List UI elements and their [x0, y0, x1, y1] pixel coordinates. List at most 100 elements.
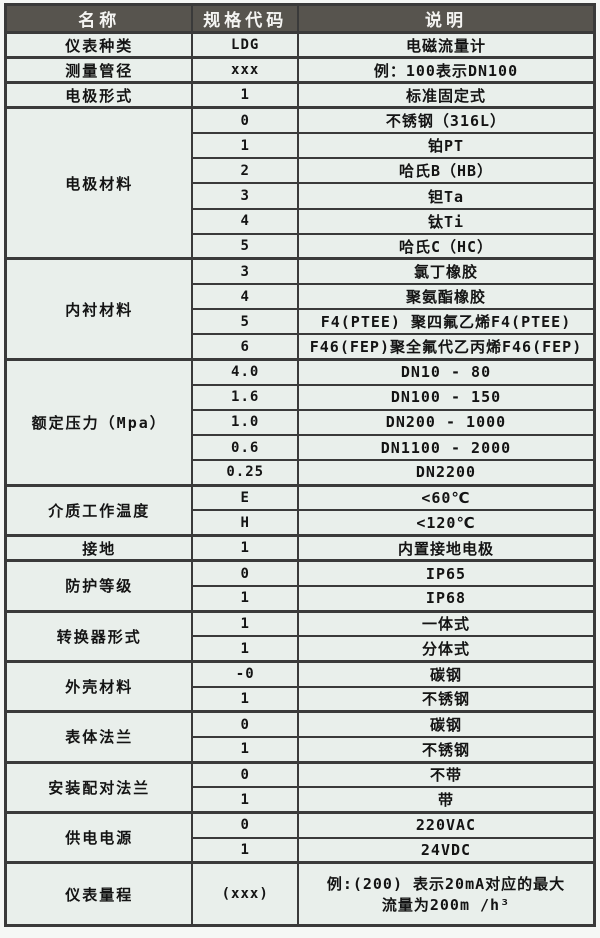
code-cell: LDG [191, 30, 299, 59]
table-row: 4 聚氨酯橡胶 [6, 283, 596, 311]
table-row: 表体法兰 0 碳钢 [4, 710, 596, 764]
code-cell: 1 [191, 534, 299, 562]
table-row: 1.0 DN200 - 1000 [6, 408, 596, 437]
desc-cell: 220VAC [296, 810, 596, 839]
table-row: 测量管径 xxx 例：100表示DN100 [4, 56, 596, 84]
group-name-cell: 转换器形式 [4, 609, 194, 663]
table-row: 外壳材料 -0 碳钢 [4, 659, 596, 713]
code-cell: 2 [191, 157, 299, 185]
code-cell: 1 [191, 584, 299, 613]
code-cell: 1 [191, 836, 299, 864]
table-row: 4 钛Ti [6, 207, 596, 235]
code-cell: 0.6 [191, 433, 299, 462]
table-row: H <120℃ [6, 509, 596, 537]
desc-cell: 内置接地电极 [296, 534, 596, 562]
desc-cell: IP68 [296, 584, 596, 613]
code-cell: (xxx) [191, 861, 299, 927]
code-cell: 3 [191, 182, 299, 210]
group-name-cell: 安装配对法兰 [4, 760, 194, 814]
code-cell: 5 [191, 232, 299, 260]
table-row: 6 F46(FEP)聚全氟代乙丙烯F46(FEP) [6, 333, 596, 361]
code-cell: 4.0 [191, 358, 299, 386]
code-cell: 5 [191, 308, 299, 336]
code-cell: xxx [191, 56, 299, 84]
group-name-cell: 内衬材料 [4, 257, 194, 361]
header-row: 名称 规格代码 说明 [4, 3, 596, 34]
desc-cell: DN200 - 1000 [296, 408, 596, 437]
desc-cell: 钛Ti [296, 207, 596, 235]
group-name-cell: 供电电源 [4, 810, 194, 864]
desc-cell: 一体式 [296, 609, 596, 638]
group-name-cell: 测量管径 [4, 56, 194, 84]
table-row: 1.6 DN100 - 150 [6, 383, 596, 411]
desc-cell: DN2200 [296, 459, 596, 487]
code-cell: 4 [191, 207, 299, 235]
desc-cell: 碳钢 [296, 659, 596, 688]
desc-cell: 哈氏C（HC） [296, 232, 596, 260]
desc-cell: DN1100 - 2000 [296, 433, 596, 462]
code-cell: 0 [191, 810, 299, 839]
table-row: 内衬材料 3 氯丁橡胶 [4, 257, 596, 361]
table-row: 3 钽Ta [6, 182, 596, 210]
table-row: 仪表量程 (xxx) 例:(200) 表示20mA对应的最大 流量为200m /… [4, 861, 596, 927]
desc-cell: 聚氨酯橡胶 [296, 283, 596, 311]
table-row: 转换器形式 1 一体式 [4, 609, 596, 663]
table-row: 1 不锈钢 [6, 685, 596, 713]
code-cell: 1 [191, 786, 299, 814]
desc-cell: 例：100表示DN100 [296, 56, 596, 84]
code-cell: 1 [191, 132, 299, 160]
group-name-cell: 表体法兰 [4, 710, 194, 764]
code-cell: H [191, 509, 299, 537]
table-row: 5 哈氏C（HC） [6, 232, 596, 260]
table-row: 额定压力（Mpa） 4.0 DN10 - 80 [4, 358, 596, 487]
desc-cell: 哈氏B（HB） [296, 157, 596, 185]
code-cell: 0 [191, 559, 299, 587]
desc-cell: 不带 [296, 760, 596, 789]
table-row: 介质工作温度 E <60℃ [4, 483, 596, 537]
table-row: 电极材料 0 不锈钢（316L） [4, 106, 596, 260]
code-cell: 1 [191, 609, 299, 638]
table-row: 5 F4(PTEE) 聚四氟乙烯F4(PTEE) [6, 308, 596, 336]
table-row: 1 分体式 [6, 635, 596, 663]
desc-cell: 带 [296, 786, 596, 814]
code-cell: 1 [191, 635, 299, 663]
table-row: 电极形式 1 标准固定式 [4, 81, 596, 109]
code-cell: 1 [191, 735, 299, 764]
group-name-cell: 防护等级 [4, 559, 194, 613]
code-cell: 1 [191, 81, 299, 109]
table-row: 0.25 DN2200 [6, 459, 596, 487]
code-cell: 6 [191, 333, 299, 361]
table-row: 1 不锈钢 [6, 735, 596, 764]
table-row: 1 铂PT [6, 132, 596, 160]
code-cell: 0 [191, 106, 299, 135]
desc-cell: 不锈钢（316L） [296, 106, 596, 135]
code-cell: 0.25 [191, 459, 299, 487]
group-name-cell: 外壳材料 [4, 659, 194, 713]
desc-cell: <60℃ [296, 483, 596, 512]
code-cell: 1.0 [191, 408, 299, 437]
group-name-cell: 介质工作温度 [4, 483, 194, 537]
table-row: 安装配对法兰 0 不带 [4, 760, 596, 814]
table-row: 防护等级 0 IP65 [4, 559, 596, 613]
desc-cell: 氯丁橡胶 [296, 257, 596, 286]
group-name-cell: 电极材料 [4, 106, 194, 260]
group-name-cell: 仪表量程 [4, 861, 194, 927]
desc-cell: 分体式 [296, 635, 596, 663]
code-cell: E [191, 483, 299, 512]
desc-cell: F46(FEP)聚全氟代乙丙烯F46(FEP) [296, 333, 596, 361]
column-header-code: 规格代码 [191, 3, 299, 34]
desc-cell: 铂PT [296, 132, 596, 160]
code-cell: 4 [191, 283, 299, 311]
desc-cell: 碳钢 [296, 710, 596, 738]
desc-cell: 钽Ta [296, 182, 596, 210]
table-row: 1 IP68 [6, 584, 596, 613]
code-cell: 1 [191, 685, 299, 713]
group-name-cell: 接地 [4, 534, 194, 562]
spec-table: 名称 规格代码 说明 仪表种类 LDG 电磁流量计 测量管径 xxx 例：100… [4, 3, 596, 927]
group-name-cell: 仪表种类 [4, 30, 194, 59]
desc-cell: DN10 - 80 [296, 358, 596, 386]
code-cell: 0 [191, 710, 299, 738]
table-row: 0.6 DN1100 - 2000 [6, 433, 596, 462]
table-row: 2 哈氏B（HB） [6, 157, 596, 185]
